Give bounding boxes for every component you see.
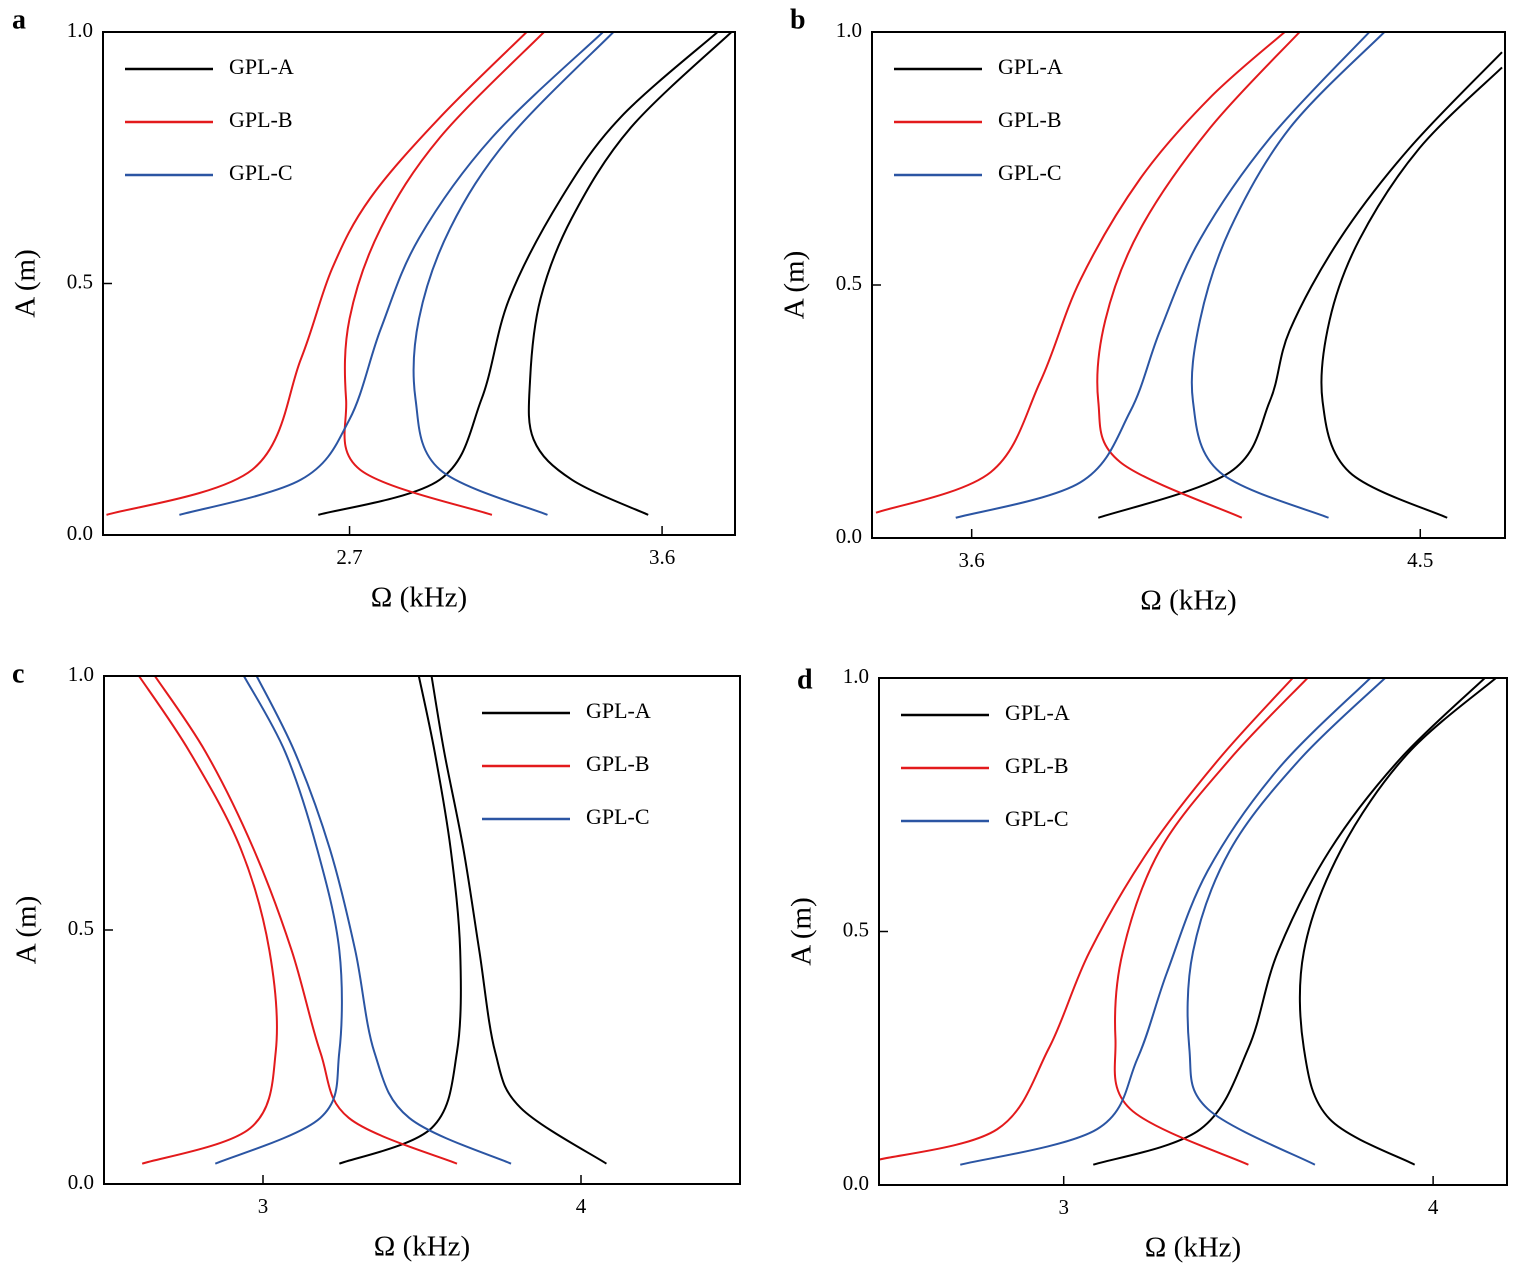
curve — [879, 678, 1294, 1161]
legend-label: GPL-B — [998, 107, 1062, 132]
legend-label: GPL-A — [1005, 700, 1070, 725]
plot-area — [875, 32, 1503, 519]
curve — [255, 676, 512, 1165]
x-tick-label: 3 — [1058, 1195, 1069, 1219]
curve — [527, 32, 733, 516]
x-tick-label: 4 — [1428, 1195, 1439, 1219]
legend-label: GPL-B — [586, 751, 650, 776]
y-tick-label: 0.0 — [836, 524, 862, 548]
legend-label: GPL-A — [229, 54, 294, 79]
curve — [1320, 66, 1503, 519]
curve — [1092, 678, 1486, 1166]
curve — [875, 32, 1286, 514]
x-tick-label: 4 — [576, 1194, 587, 1218]
y-tick-label: 0.0 — [843, 1171, 869, 1195]
y-tick-label: 0.5 — [836, 271, 862, 295]
y-axis-label: A (m) — [779, 251, 811, 319]
curve — [960, 678, 1372, 1166]
y-tick-label: 0.0 — [67, 521, 93, 545]
curve — [106, 32, 528, 516]
axes-frame — [871, 31, 1506, 539]
x-tick-label: 4.5 — [1407, 548, 1433, 572]
y-tick-label: 0.5 — [68, 916, 94, 940]
legend-label: GPL-C — [998, 160, 1062, 185]
curve — [154, 676, 458, 1165]
legend-label: GPL-C — [229, 160, 293, 185]
curve — [179, 32, 604, 516]
curve — [1186, 678, 1386, 1166]
panel-label: b — [790, 4, 806, 35]
curve — [343, 32, 545, 516]
plot-area — [138, 676, 607, 1165]
axes-frame — [102, 31, 736, 536]
plot-area — [106, 32, 733, 516]
legend-label: GPL-B — [1005, 753, 1069, 778]
x-axis-label: Ω (kHz) — [1140, 585, 1236, 617]
curve — [1097, 51, 1503, 519]
curve — [412, 32, 615, 516]
curve — [955, 32, 1371, 519]
legend-label: GPL-A — [586, 698, 651, 723]
y-axis-label: A (m) — [786, 897, 818, 965]
y-tick-label: 0.0 — [68, 1170, 94, 1194]
legend-label: GPL-C — [586, 804, 650, 829]
y-tick-label: 1.0 — [68, 662, 94, 686]
curve — [1096, 32, 1301, 519]
y-tick-label: 0.5 — [67, 269, 93, 293]
x-tick-label: 3 — [258, 1194, 269, 1218]
curve — [318, 32, 719, 516]
x-tick-label: 3.6 — [959, 548, 985, 572]
plot-area — [879, 678, 1497, 1166]
y-axis-label: A (m) — [11, 896, 43, 964]
panel-label: c — [12, 658, 24, 689]
curve — [338, 676, 462, 1165]
x-tick-label: 3.6 — [649, 545, 675, 569]
curve — [214, 676, 343, 1165]
legend-label: GPL-C — [1005, 806, 1069, 831]
y-tick-label: 0.5 — [843, 917, 869, 941]
curve — [430, 676, 607, 1165]
x-axis-label: Ω (kHz) — [371, 582, 467, 614]
panel-label: d — [797, 664, 813, 695]
y-tick-label: 1.0 — [843, 664, 869, 688]
x-tick-label: 2.7 — [336, 545, 362, 569]
curve — [1190, 32, 1386, 519]
legend-label: GPL-B — [229, 107, 293, 132]
curve — [1298, 678, 1497, 1166]
x-axis-label: Ω (kHz) — [374, 1231, 470, 1263]
panel-label: a — [12, 4, 26, 35]
y-tick-label: 1.0 — [67, 18, 93, 42]
curve — [1113, 678, 1309, 1166]
y-axis-label: A (m) — [10, 249, 42, 317]
curve — [138, 676, 278, 1165]
y-tick-label: 1.0 — [836, 18, 862, 42]
x-axis-label: Ω (kHz) — [1145, 1232, 1241, 1264]
axes-frame — [878, 677, 1508, 1186]
legend-label: GPL-A — [998, 54, 1063, 79]
